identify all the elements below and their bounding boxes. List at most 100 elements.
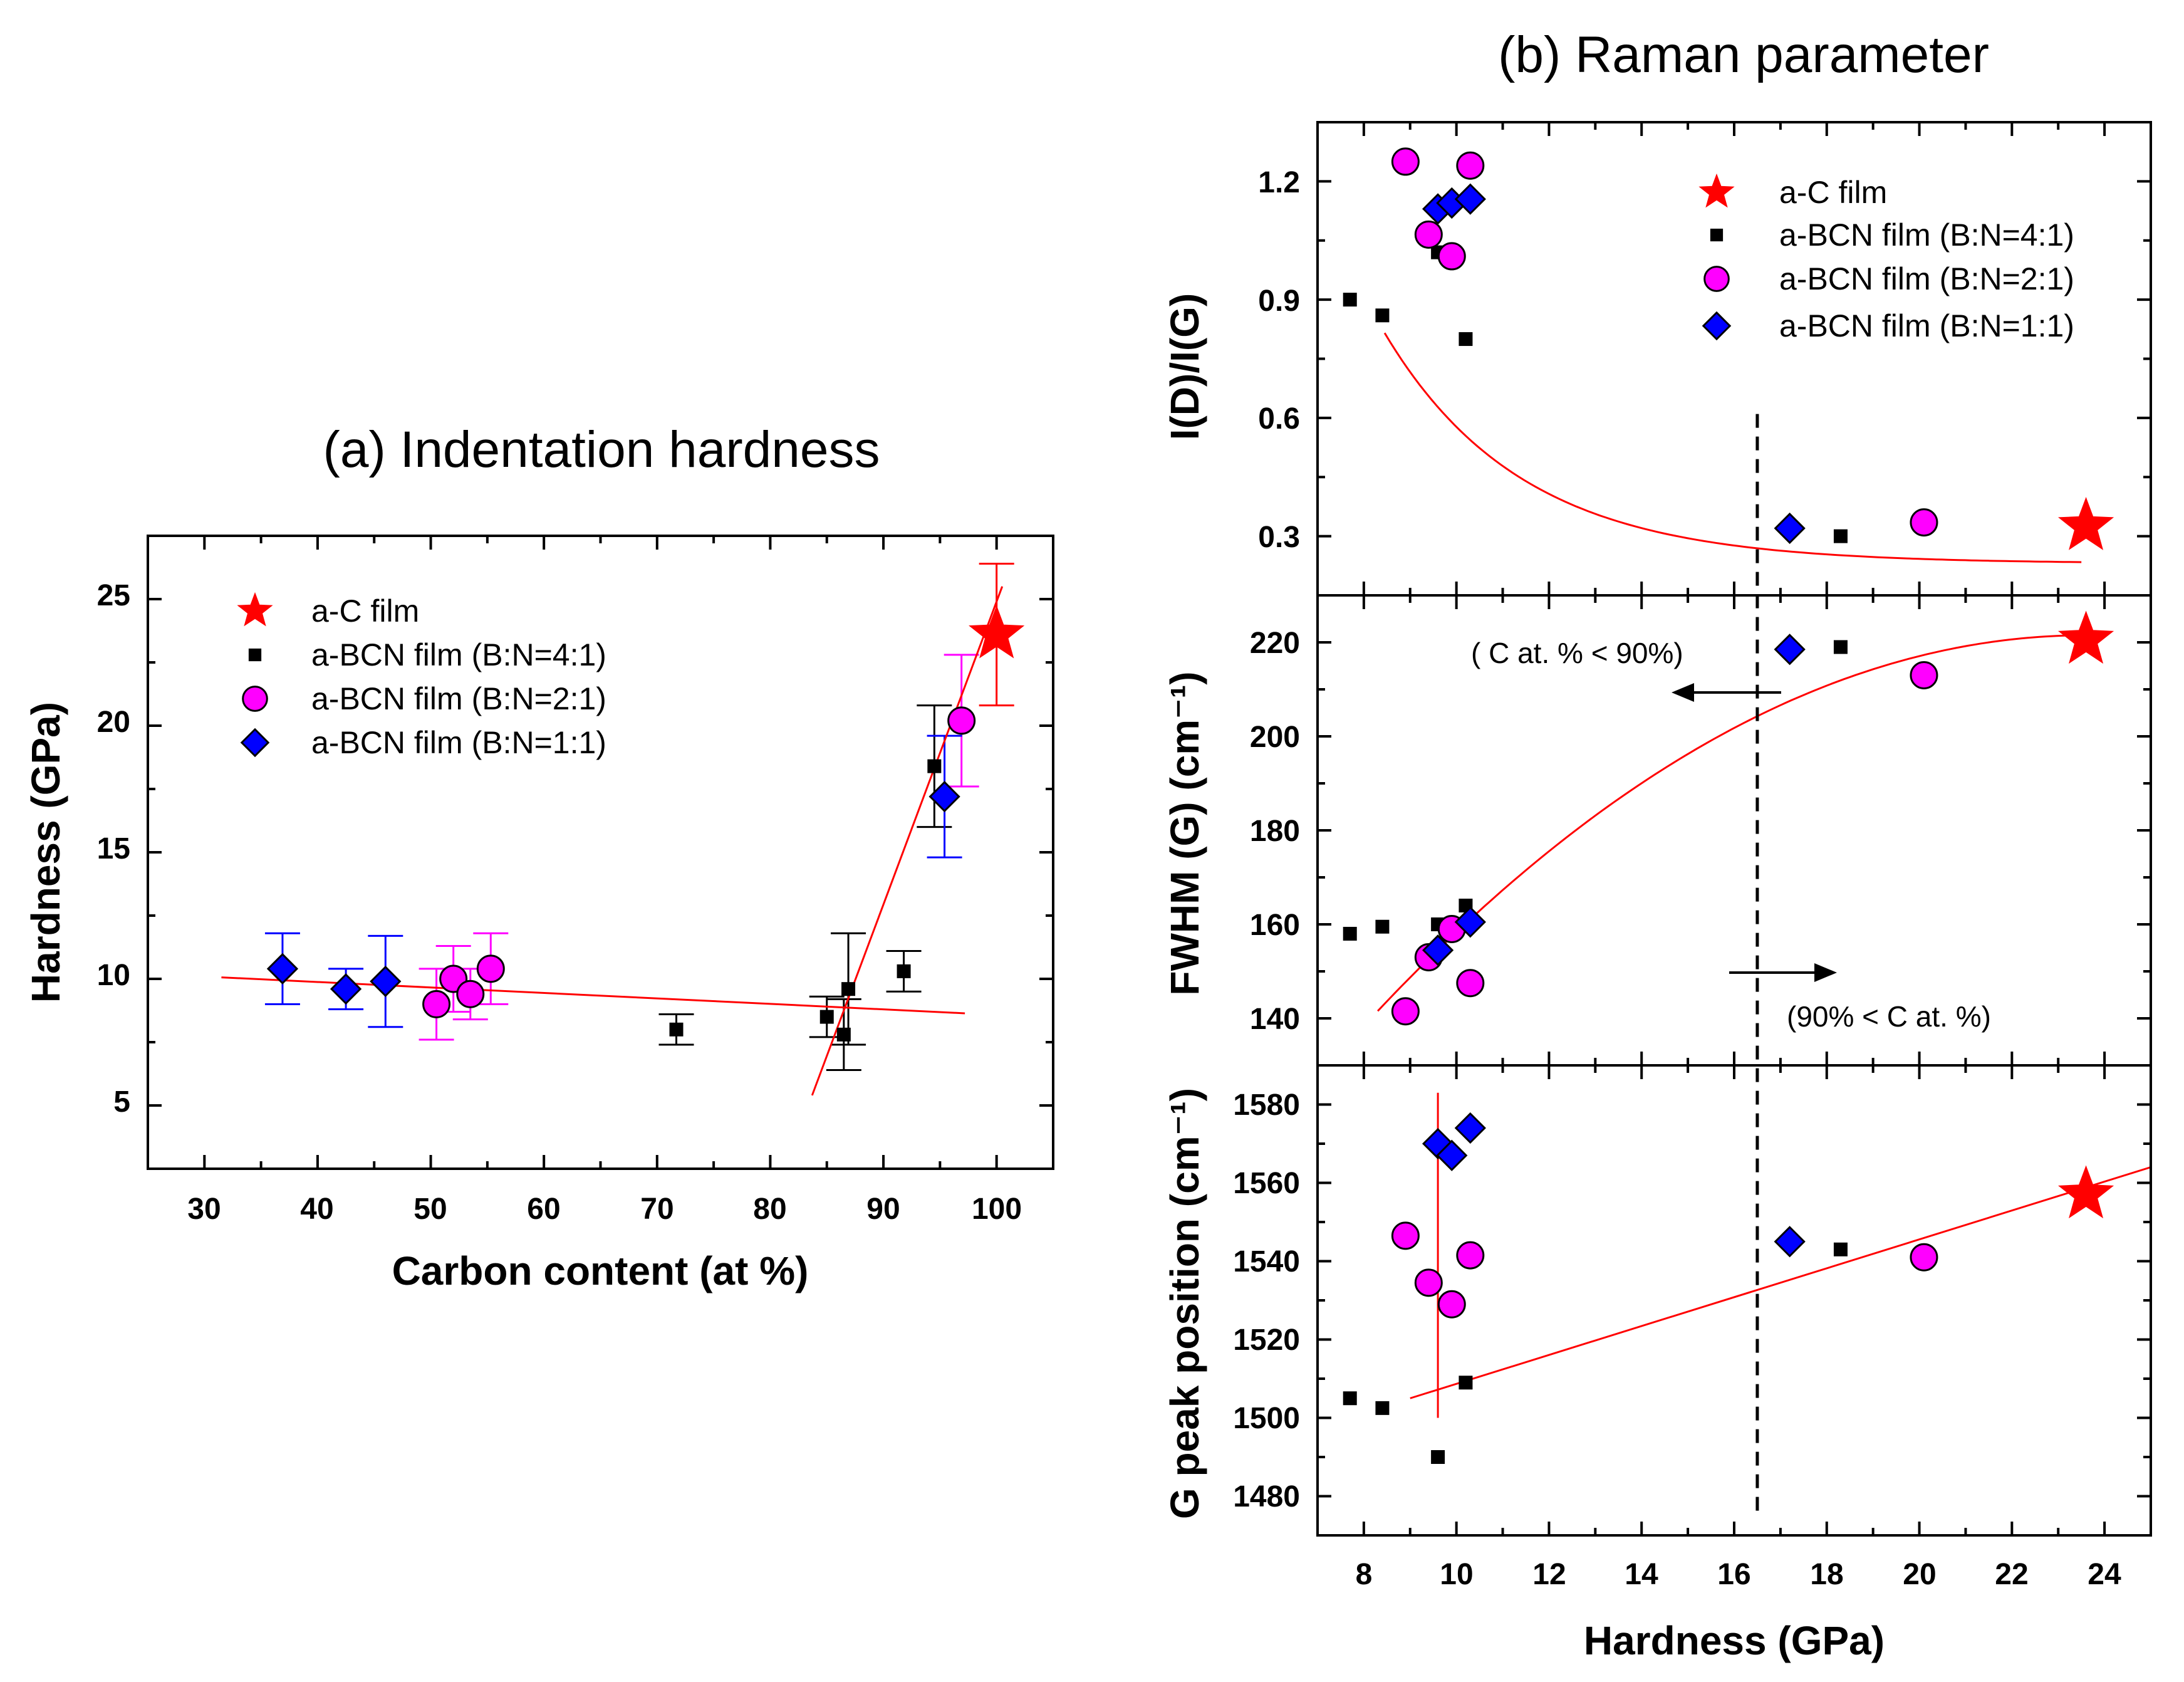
data-point-bcn-4-1: [1833, 1242, 1848, 1256]
data-point-bcn-4-1: [1459, 1376, 1473, 1390]
tick-label-y: 1.2: [1258, 166, 1300, 199]
panel-b1-y-axis-title: I(D)/I(G): [1162, 293, 1207, 441]
data-point-bcn-4-1: [1375, 919, 1390, 934]
tick-label-y: 1480: [1233, 1480, 1300, 1513]
data-point-ac-film: [2057, 497, 2114, 550]
data-point-bcn-4-1: [819, 1010, 834, 1024]
tick-label-x: 90: [866, 1193, 900, 1226]
tick-label-x: 12: [1532, 1558, 1566, 1591]
tick-label-x: 40: [300, 1193, 333, 1226]
boundary-annotations: ( C at. % < 90%) (90% < C at. %): [1471, 637, 1991, 1033]
legend-bcn-1-1-marker: [240, 728, 270, 758]
data-point-bcn-1-1: [1436, 1139, 1468, 1171]
circle-legend-icon: [1703, 266, 1730, 292]
tick-label-x: 50: [413, 1193, 447, 1226]
data-point-bcn-2-1: [1456, 1241, 1485, 1270]
tick-label-y: 1560: [1233, 1167, 1300, 1200]
square-legend-icon: [1710, 228, 1724, 242]
data-point-bcn-1-1: [266, 953, 299, 985]
fit-line: [1410, 1166, 2151, 1399]
panel-a-plot-frame: [147, 535, 1054, 1170]
tick-label-x: 30: [187, 1193, 221, 1226]
data-point-bcn-4-1: [1375, 308, 1390, 323]
arrow-left-icon: [1672, 683, 1694, 702]
annotation-high-carbon: (90% < C at. %): [1787, 1000, 1991, 1033]
panel-b1-plot-frame: [1316, 121, 2152, 597]
data-point-bcn-4-1: [1833, 640, 1848, 654]
tick-label-x: 8: [1356, 1558, 1373, 1591]
tick-label-y: 200: [1250, 721, 1300, 754]
panel-b1-marks: [1343, 147, 2114, 563]
diamond-legend-icon: [1702, 311, 1732, 341]
circle-legend-icon: [242, 686, 268, 712]
tick-label-y: 20: [97, 706, 130, 739]
tick-label-x: 14: [1625, 1558, 1658, 1591]
panel-a-ticks: [148, 536, 1053, 1169]
tick-label-y: 15: [97, 832, 130, 865]
data-point-bcn-2-1: [1391, 147, 1420, 176]
panel-b1-y-tick-labels: 0.3 0.6 0.9 1.2: [1258, 166, 1300, 554]
legend-ac-label: a-C film: [1779, 175, 1887, 210]
panel-a-y-axis-title: Hardness (GPa): [23, 702, 68, 1003]
data-point-bcn-1-1: [1774, 634, 1806, 666]
data-point-bcn-4-1: [1833, 529, 1848, 543]
data-point-bcn-1-1: [1774, 512, 1806, 545]
data-point-bcn-1-1: [370, 965, 402, 998]
tick-label-x: 16: [1717, 1558, 1750, 1591]
tick-label-x: 24: [2088, 1558, 2121, 1591]
panel-a-x-tick-labels: 30 40 50 60 70 80 90 100: [187, 1193, 1022, 1226]
data-point-bcn-4-1: [669, 1022, 684, 1037]
data-point-bcn-2-1: [1456, 151, 1485, 180]
tick-label-y: 0.9: [1258, 285, 1300, 318]
data-point-bcn-1-1: [330, 973, 362, 1005]
arrow-right-icon: [1814, 963, 1837, 982]
data-point-bcn-1-1: [1454, 1112, 1486, 1144]
fit-line: [811, 586, 1004, 1096]
panel-b3-marks: [1343, 1092, 2151, 1464]
tick-label-x: 100: [972, 1193, 1022, 1226]
data-point-bcn-2-1: [456, 979, 485, 1008]
data-point-bcn-4-1: [1375, 1401, 1390, 1415]
legend-ac-marker: [1698, 173, 1735, 208]
legend-ac-label: a-C film: [311, 593, 419, 629]
legend-bcn-1-1-label: a-BCN film (B:N=1:1): [1779, 308, 2074, 343]
data-point-bcn-4-1: [1343, 1391, 1357, 1406]
data-point-bcn-1-1: [1454, 906, 1486, 938]
panel-b2-plot-frame: [1316, 594, 2152, 1067]
data-point-bcn-2-1: [476, 954, 505, 983]
panel-b-ticks: [1318, 122, 2151, 1535]
panel-a-marks: [221, 562, 1025, 1096]
square-legend-icon: [248, 648, 262, 662]
data-point-bcn-4-1: [1343, 293, 1357, 307]
legend-bcn-2-1-marker: [1703, 266, 1730, 292]
data-point-ac-film: [2057, 610, 2114, 664]
fit-curve: [1377, 634, 2086, 1012]
legend-bcn-4-1-label: a-BCN film (B:N=4:1): [1779, 217, 2074, 253]
data-point-ac-film: [969, 605, 1025, 659]
diamond-legend-icon: [240, 728, 270, 758]
data-point-bcn-2-1: [1391, 1221, 1420, 1250]
data-point-ac-film: [2057, 1165, 2114, 1219]
data-point-bcn-1-1: [1454, 183, 1486, 215]
legend-bcn-2-1-marker: [242, 686, 268, 712]
legend-bcn-1-1-label: a-BCN film (B:N=1:1): [311, 725, 606, 760]
data-point-bcn-1-1: [1422, 934, 1454, 966]
data-point-bcn-4-1: [836, 1027, 851, 1042]
legend-bcn-4-1-label: a-BCN film (B:N=4:1): [311, 637, 606, 672]
tick-label-y: 160: [1250, 909, 1300, 942]
data-point-bcn-1-1: [1774, 1226, 1806, 1258]
legend-bcn-1-1-marker: [1702, 311, 1732, 341]
data-point-bcn-2-1: [947, 706, 976, 735]
annotation-low-carbon: ( C at. % < 90%): [1471, 637, 1683, 669]
panel-b3-y-axis-title: G peak position (cm⁻¹): [1162, 1088, 1207, 1519]
data-point-bcn-4-1: [897, 964, 911, 978]
panel-a-x-axis-title: Carbon content (at %): [392, 1248, 809, 1293]
legend-bcn-2-1-label: a-BCN film (B:N=2:1): [311, 681, 606, 716]
tick-label-y: 5: [113, 1085, 130, 1119]
panel-b3-y-tick-labels: 1480 1500 1520 1540 1560 1580: [1233, 1089, 1300, 1513]
fit-curve: [1383, 332, 2082, 563]
tick-label-y: 1520: [1233, 1324, 1300, 1357]
panel-b-raman-parameter: (b) Raman parameter 0.3 0.6 0.9 1.2 140 …: [1162, 26, 2152, 1663]
tick-label-y: 25: [97, 579, 130, 612]
